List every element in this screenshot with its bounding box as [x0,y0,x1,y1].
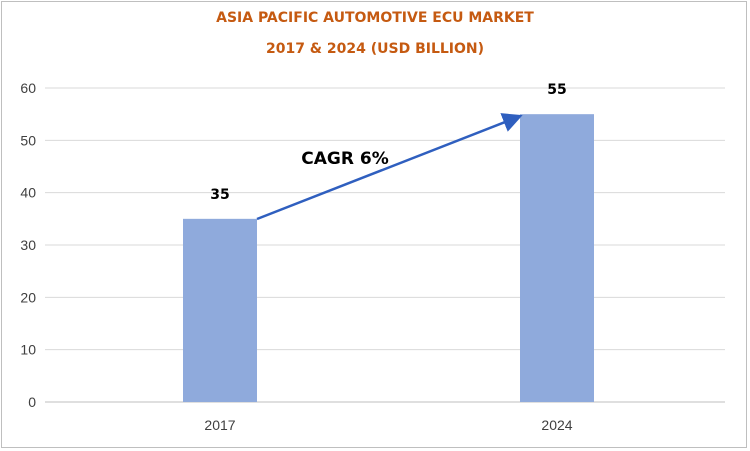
y-tick-label: 50 [20,132,36,148]
chart-title-line-2: 2017 & 2024 (USD BILLION) [266,41,484,57]
y-tick-label: 0 [28,394,36,410]
y-tick-label: 20 [20,289,36,305]
data-label: 55 [547,82,566,98]
cagr-annotation: CAGR 6% [301,149,388,169]
bar-2017 [183,218,257,402]
y-tick-label: 10 [20,342,36,358]
y-tick-label: 30 [20,237,36,253]
data-label: 35 [210,187,229,203]
x-tick-label: 2017 [204,417,235,433]
cagr-arrow [256,113,523,221]
bar-2024 [520,114,594,403]
y-tick-label: 40 [20,185,36,201]
x-tick-label: 2024 [541,417,572,433]
chart-title-line-1: ASIA PACIFIC AUTOMOTIVE ECU MARKET [216,10,534,26]
y-tick-label: 60 [20,80,36,96]
